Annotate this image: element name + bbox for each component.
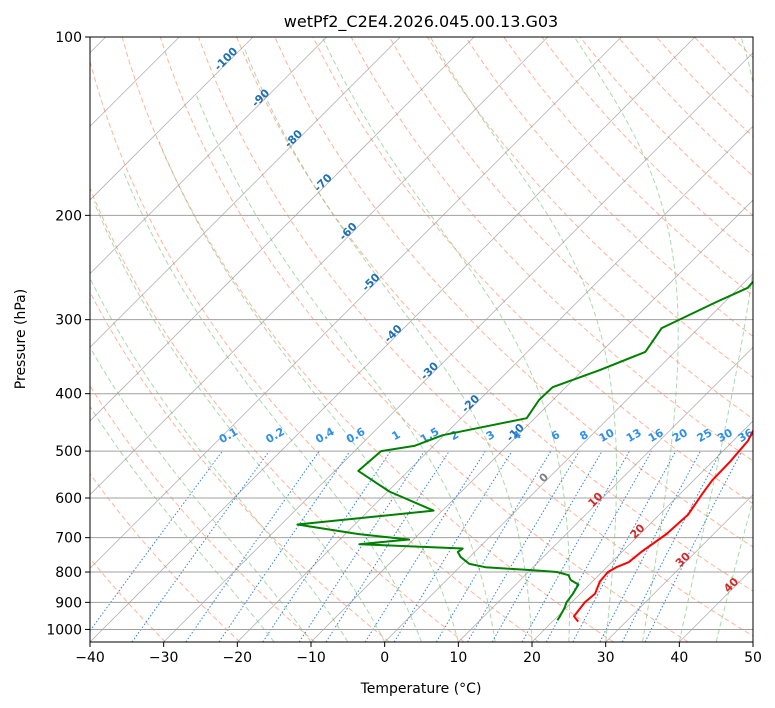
dry-adiabat-2 xyxy=(90,472,241,642)
isotherm-8 xyxy=(90,37,548,496)
y-tick-label: 1000 xyxy=(46,622,82,638)
moist-adiabat-0 xyxy=(90,405,275,642)
x-tick-label: −10 xyxy=(296,650,326,666)
dry-adiabat-3 xyxy=(90,384,316,642)
x-tick-label: −40 xyxy=(75,650,105,666)
y-tick-label: 900 xyxy=(55,595,82,611)
pressure-gridlines xyxy=(90,37,753,630)
y-tick-label: 700 xyxy=(55,531,82,547)
sounding-profiles xyxy=(296,280,753,623)
dry-adiabat-6 xyxy=(90,59,540,642)
dry-adiabat-4 xyxy=(90,291,390,642)
dry-adiabat-7 xyxy=(121,37,614,642)
isotherm-19 xyxy=(752,641,753,642)
y-tick-label: 400 xyxy=(55,387,82,403)
moist-adiabat-11 xyxy=(678,37,753,642)
x-tick-label: 50 xyxy=(744,650,762,666)
y-tick-label: 300 xyxy=(55,313,82,329)
y-axis-label: Pressure (hPa) xyxy=(13,289,29,389)
y-tick-label: 800 xyxy=(55,565,82,581)
x-tick-label: −20 xyxy=(223,650,253,666)
dry-adiabat-15 xyxy=(426,37,753,378)
moist-adiabat-12 xyxy=(715,498,753,642)
isotherm-12 xyxy=(237,125,753,642)
x-tick-label: 0 xyxy=(380,650,389,666)
temperature-profile xyxy=(573,428,753,623)
dry-adiabat-8 xyxy=(159,37,689,642)
mixing-ratio-line-3 xyxy=(218,450,351,642)
moist-adiabat-2 xyxy=(90,276,349,642)
dry-adiabat-5 xyxy=(90,186,465,642)
mixing-ratio-line-0 xyxy=(90,450,223,632)
y-tick-label: 600 xyxy=(55,491,82,507)
x-axis: −40 −30 −20 −10 0 10 20 30 40 50 xyxy=(75,642,762,666)
moist-adiabat-10 xyxy=(573,37,679,642)
x-axis-label: Temperature (°C) xyxy=(360,681,482,697)
x-tick-label: −30 xyxy=(149,650,179,666)
y-tick-label: 200 xyxy=(55,208,82,224)
x-tick-label: 30 xyxy=(597,650,615,666)
isotherm-16 xyxy=(531,420,753,642)
dry-adiabat-10 xyxy=(236,37,753,592)
dry-adiabat-9 xyxy=(198,37,753,637)
moist-adiabat-3 xyxy=(93,201,386,642)
mixing-ratio-line-15 xyxy=(599,450,701,642)
isotherm-7 xyxy=(90,37,475,422)
moist-adiabat-8 xyxy=(321,37,571,642)
mixing-ratio-line-12 xyxy=(521,450,630,642)
moist-adiabat-4 xyxy=(123,173,422,642)
isotherm-10 xyxy=(90,37,696,642)
skewed-isotherms xyxy=(90,37,753,642)
lcl-curve-0 xyxy=(0,37,65,642)
mixing-ratio-line-13 xyxy=(545,450,653,642)
x-tick-label: 40 xyxy=(670,650,688,666)
dry-adiabat-17 xyxy=(503,37,753,297)
y-tick-label: 100 xyxy=(55,30,82,46)
chart-title: wetPf2_C2E4.2026.045.00.13.G03 xyxy=(284,12,558,32)
mixing-ratio-line-8 xyxy=(393,450,513,642)
lcl-curves xyxy=(0,37,69,642)
mixing-ratio-line-4 xyxy=(262,450,392,642)
isotherm-15 xyxy=(458,346,753,642)
dry-adiabat-24 xyxy=(771,37,775,642)
y-tick-label: 500 xyxy=(55,444,82,460)
isotherm-11 xyxy=(163,52,753,642)
moist-adiabat-9 xyxy=(429,37,617,642)
isotherm-17 xyxy=(605,494,753,642)
lcl-curve-1 xyxy=(0,37,69,642)
isotherm-14 xyxy=(384,273,753,642)
moist-adiabat-7 xyxy=(244,49,533,642)
moist-adiabat-1 xyxy=(90,346,312,642)
x-tick-label: 20 xyxy=(523,650,541,666)
mixing-ratio-line-14 xyxy=(572,450,677,642)
isotherm-5 xyxy=(90,37,327,275)
isotherm-4 xyxy=(90,37,254,201)
plot-frame xyxy=(89,36,754,643)
y-axis: 100 200 300 400 500 600 700 800 900 1000 xyxy=(46,30,90,638)
mixing-ratio-line-6 xyxy=(325,450,450,642)
mixing-ratio-line-9 xyxy=(435,450,552,642)
dry-adiabat-13 xyxy=(350,37,753,462)
mixing-ratio-line-7 xyxy=(364,450,486,642)
dewpoint-profile xyxy=(296,280,753,621)
plot-background xyxy=(90,37,753,642)
isotherm-9 xyxy=(90,37,622,569)
moist-adiabat-6 xyxy=(195,94,496,642)
x-tick-label: 10 xyxy=(449,650,467,666)
mixing-ratio-line-17 xyxy=(644,450,743,642)
mixing-ratio-line-2 xyxy=(185,450,320,642)
dry-adiabat-1 xyxy=(90,557,166,642)
mixing-ratio-line-16 xyxy=(621,450,722,642)
mixing-ratio-lines xyxy=(90,450,743,642)
mixing-ratio-line-1 xyxy=(131,450,270,642)
isotherm-6 xyxy=(90,37,401,348)
isotherm-13 xyxy=(310,199,753,642)
